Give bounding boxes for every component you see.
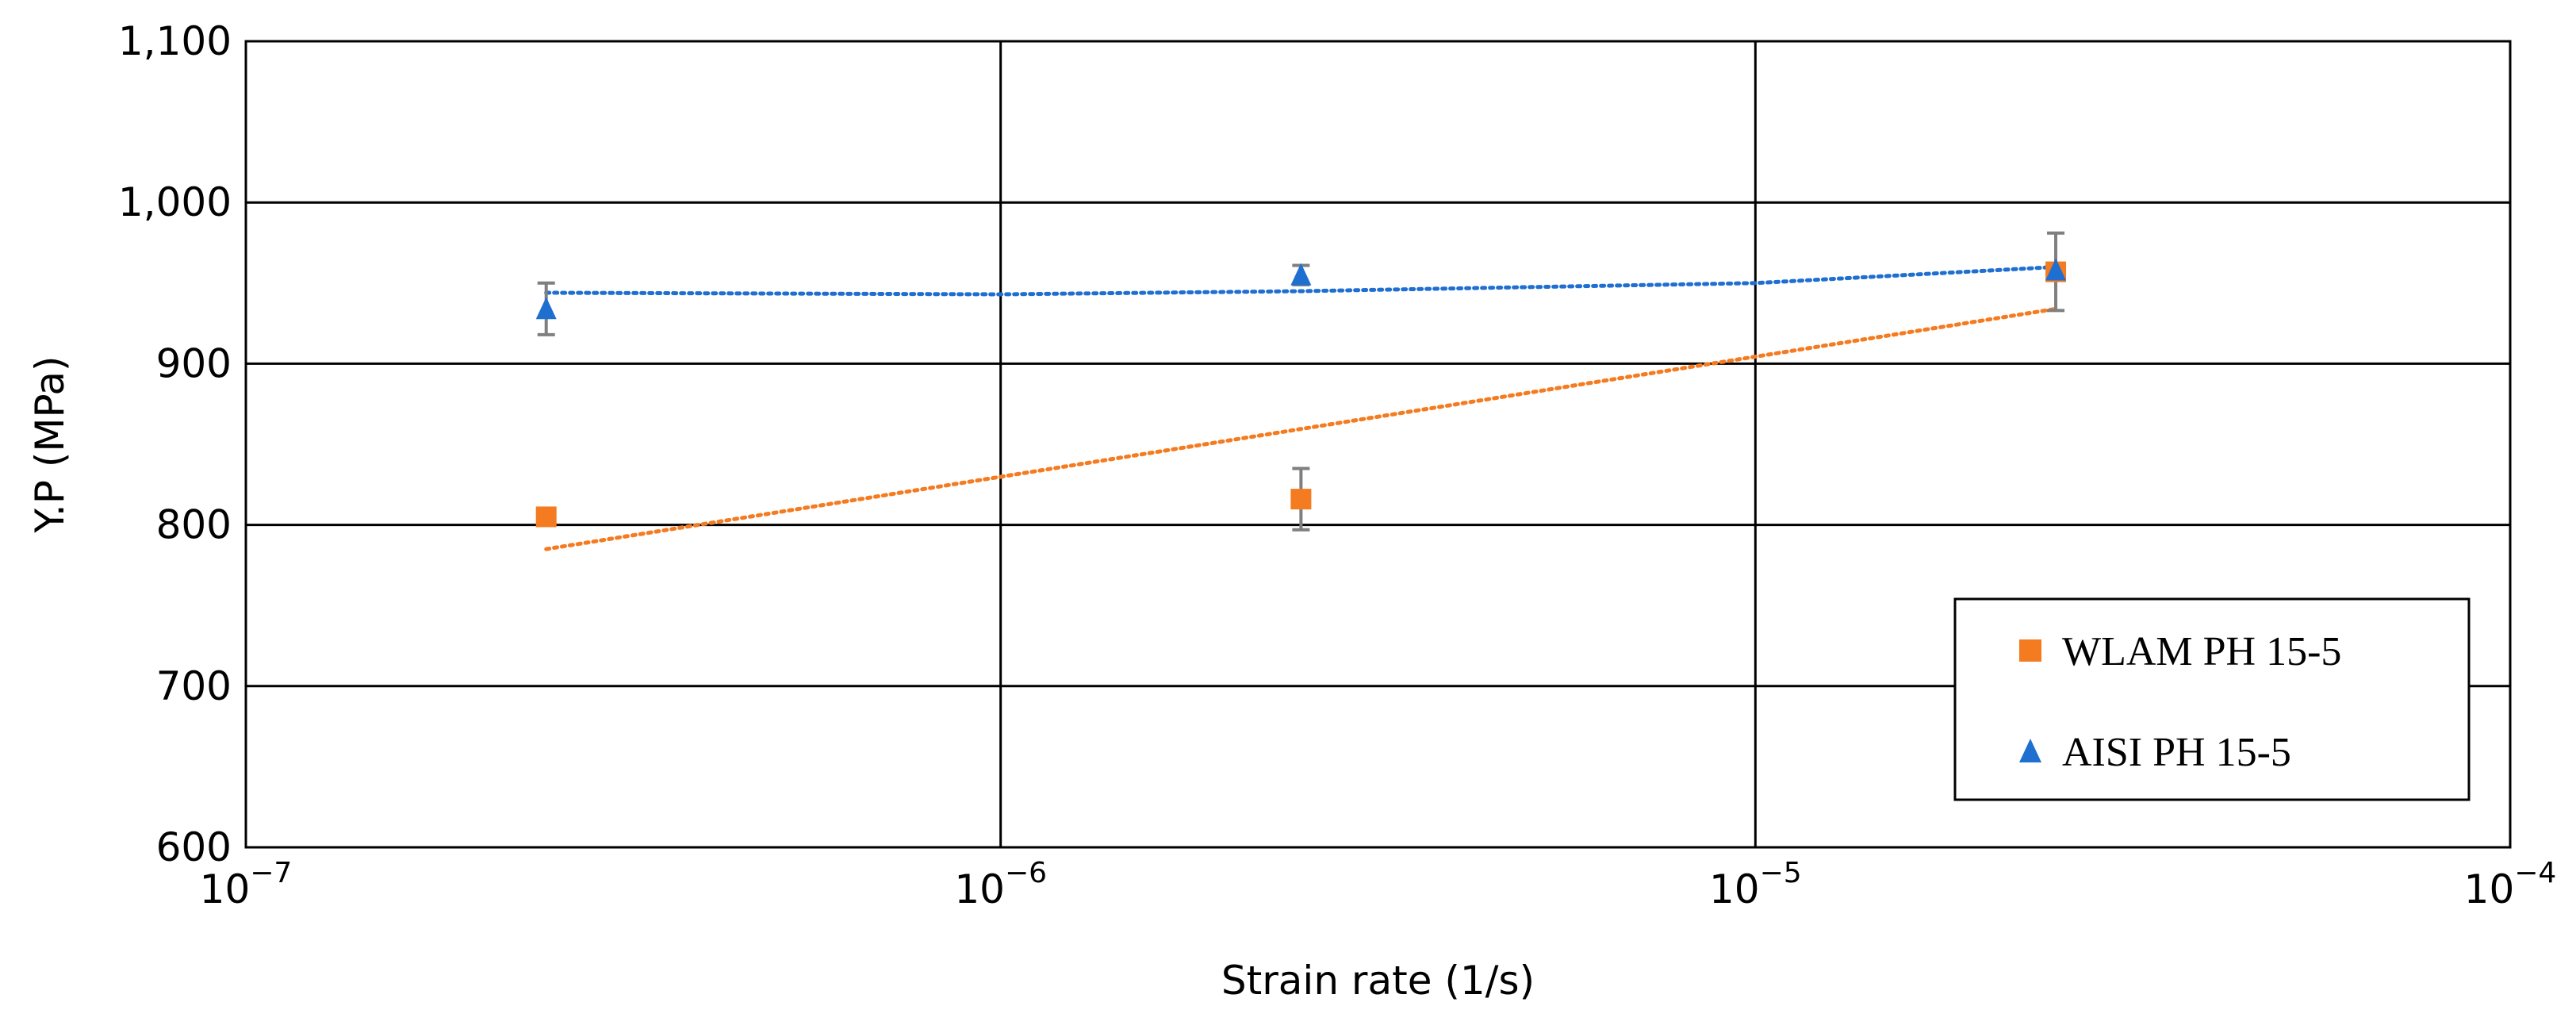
y-tick-label: 600 bbox=[156, 824, 232, 870]
x-tick-exponent: −7 bbox=[250, 857, 292, 889]
legend: WLAM PH 15-5 AISI PH 15-5 bbox=[1953, 597, 2471, 801]
trendlines bbox=[544, 265, 2058, 551]
legend-label: WLAM PH 15-5 bbox=[2062, 629, 2341, 674]
y-tick-label: 900 bbox=[156, 340, 232, 386]
square-data-point bbox=[535, 506, 557, 528]
x-tick-label: 10−4 bbox=[2464, 857, 2557, 912]
y-tick-label: 1,100 bbox=[118, 18, 232, 64]
y-tick-label: 800 bbox=[156, 502, 232, 548]
triangle-data-point bbox=[2045, 258, 2067, 281]
y-tick-label: 1,000 bbox=[118, 179, 232, 225]
plot-area-frame bbox=[244, 40, 2512, 849]
legend-marker bbox=[2019, 739, 2041, 762]
data-markers bbox=[535, 258, 2067, 528]
legend-box bbox=[1953, 597, 2471, 801]
y-axis-label: Y.P (MPa) bbox=[27, 355, 73, 533]
legend-marker bbox=[2019, 639, 2041, 662]
x-tick-exponent: −4 bbox=[2514, 857, 2556, 889]
legend-label: AISI PH 15-5 bbox=[2062, 730, 2291, 775]
triangle-data-point bbox=[535, 297, 557, 320]
x-axis-label: Strain rate (1/s) bbox=[1221, 958, 1535, 1004]
trendline-aisi-ph-15-5 bbox=[544, 265, 2058, 297]
y-tick-label: 700 bbox=[156, 663, 232, 709]
y-axis-tick-labels: 600 700 800 900 1,000 1,100 bbox=[118, 18, 232, 870]
trendline-wlam-ph-15-5 bbox=[544, 306, 2058, 551]
triangle-data-point bbox=[1290, 263, 1312, 286]
x-axis-tick-labels: 10−7 10−6 10−5 10−4 bbox=[200, 857, 2557, 912]
square-data-point bbox=[1290, 489, 1312, 510]
x-tick-exponent: −6 bbox=[1005, 857, 1047, 889]
x-tick-exponent: −5 bbox=[1760, 857, 1802, 889]
x-tick-label: 10−5 bbox=[1709, 857, 1802, 912]
